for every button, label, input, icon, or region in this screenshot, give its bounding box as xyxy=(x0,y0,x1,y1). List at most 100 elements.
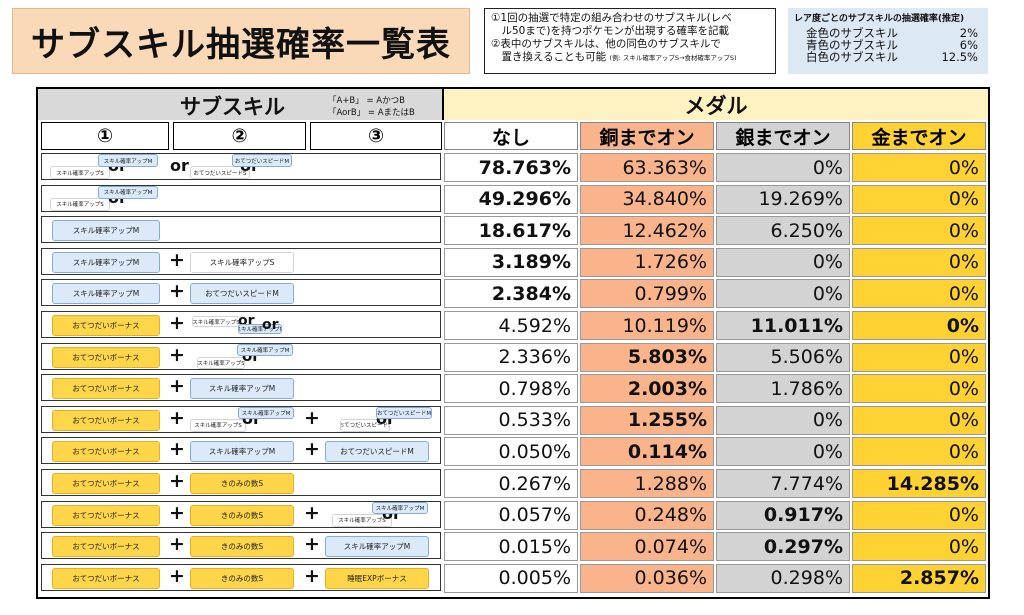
subskill-row: スキル確率アップM + スキル確率アップS xyxy=(41,247,441,275)
plus-operator: + xyxy=(304,564,320,587)
value-none: 2.336% xyxy=(444,342,578,372)
medal-header: メダル xyxy=(444,89,988,120)
subskill-chip: スキル確率アップM xyxy=(238,324,282,334)
value-none: 4.592% xyxy=(444,311,578,340)
rarity-row: 白色のサブスキル 12.5% xyxy=(806,50,978,64)
value-none: 78.763% xyxy=(444,153,578,182)
plus-operator: + xyxy=(169,564,185,587)
subskill-chip: おてつだいスピードM xyxy=(376,406,432,419)
medal-header-label: メダル xyxy=(684,93,748,118)
value-gold: 0% xyxy=(852,247,986,277)
subskill-chip: スキル確率アップS xyxy=(192,316,240,327)
value-bronze: 12.462% xyxy=(580,216,714,246)
value-gold: 0% xyxy=(852,405,986,435)
value-silver: 0% xyxy=(716,437,850,467)
medal-col-silver: 銀までオン xyxy=(716,122,850,150)
value-bronze: 0.074% xyxy=(580,532,714,562)
subskill-header-label: サブスキル xyxy=(180,95,285,119)
value-gold: 0% xyxy=(852,342,986,372)
value-silver: 6.250% xyxy=(716,216,850,246)
value-silver: 0% xyxy=(716,405,850,435)
subskill-chip: おてつだいボーナス xyxy=(52,378,160,400)
subskill-chip: スキル確率アップM xyxy=(52,283,160,305)
value-bronze: 2.003% xyxy=(580,374,714,404)
subskill-chip: スキル確率アップM xyxy=(238,406,294,419)
page-title: サブスキル抽選確率一覧表 xyxy=(31,24,451,65)
subskill-row: スキル確率アップM + おてつだいスピードM xyxy=(41,279,441,307)
rarity-row: 金色のサブスキル 2% xyxy=(806,26,978,40)
subskill-row: おてつだいボーナス + きのみの数S + 睡眠EXPボーナス xyxy=(41,563,441,591)
value-gold: 0% xyxy=(852,153,986,182)
col-header-2: ② xyxy=(173,122,306,150)
subskill-row: スキル確率アップSorスキル確率アップMorおてつだいスピードSorおてつだいス… xyxy=(41,153,441,180)
value-silver: 19.269% xyxy=(716,184,850,214)
plus-operator: + xyxy=(169,501,185,524)
value-bronze: 0.114% xyxy=(580,437,714,467)
subskill-chip: おてつだいボーナス xyxy=(52,504,160,526)
subskill-chip: スキル確率アップM xyxy=(372,501,428,514)
value-bronze: 1.726% xyxy=(580,247,714,277)
plus-operator: + xyxy=(169,312,185,334)
value-silver: 1.786% xyxy=(716,374,850,404)
value-bronze: 0.036% xyxy=(580,563,714,593)
subskill-chip: スキル確率アップS xyxy=(197,356,245,369)
plus-operator: + xyxy=(304,438,320,461)
title-banner: サブスキル抽選確率一覧表 xyxy=(12,8,470,74)
value-bronze: 0.799% xyxy=(580,279,714,309)
plus-operator: + xyxy=(304,406,320,429)
value-gold: 0% xyxy=(852,184,986,214)
value-bronze: 10.119% xyxy=(580,311,714,340)
plus-operator: + xyxy=(169,533,185,556)
medal-col-bronze: 銅までオン xyxy=(580,122,714,150)
or-operator: or xyxy=(170,156,189,175)
subskill-chip: おてつだいボーナス xyxy=(52,315,160,336)
subskill-chip: スキル確率アップS xyxy=(50,166,110,179)
subskill-chip: スキル確率アップM xyxy=(237,343,293,356)
value-gold: 0% xyxy=(852,279,986,309)
value-silver: 0% xyxy=(716,247,850,277)
medal-col-none: なし xyxy=(444,122,578,150)
value-silver: 0.297% xyxy=(716,532,850,562)
subskill-chip: スキル確率アップS xyxy=(190,418,246,432)
value-gold: 0% xyxy=(852,311,986,340)
value-silver: 0.298% xyxy=(716,563,850,593)
rarity-heading: レア度ごとのサブスキルの抽選確率(推定) xyxy=(794,14,965,24)
value-gold: 2.857% xyxy=(852,563,986,593)
value-none: 0.057% xyxy=(444,500,578,530)
value-silver: 5.506% xyxy=(716,342,850,372)
subskill-chip: スキル確率アップM xyxy=(190,378,294,400)
plus-operator: + xyxy=(169,248,185,271)
value-silver: 11.011% xyxy=(716,311,850,340)
plus-operator: + xyxy=(169,375,185,398)
subskill-chip: スキル確率アップM xyxy=(52,251,160,273)
probability-table: サブスキル 「A+B」 = AかつB 「AorB」 = AまたはB メダル ① … xyxy=(36,87,990,599)
subskill-chip: おてつだいスピードS xyxy=(340,418,390,432)
subskill-chip: スキル確率アップM xyxy=(190,441,294,463)
subskill-chip: おてつだいスピードS xyxy=(190,166,250,179)
medal-col-gold: 金までオン xyxy=(852,122,986,150)
subskill-chip: スキル確率アップM xyxy=(98,154,158,167)
col-header-1: ① xyxy=(41,122,169,150)
value-none: 0.267% xyxy=(444,469,578,498)
subskill-chip: おてつだいボーナス xyxy=(52,441,160,463)
value-silver: 0% xyxy=(716,153,850,182)
value-gold: 0% xyxy=(852,374,986,404)
value-none: 49.296% xyxy=(444,184,578,214)
subskill-chip: おてつだいボーナス xyxy=(52,536,160,558)
subskill-chip: スキル確率アップM xyxy=(98,185,158,199)
value-bronze: 34.840% xyxy=(580,184,714,214)
subskill-chip: きのみの数S xyxy=(190,567,294,589)
note-line: ル50まで)を持つポケモンが出現する確率を記載 xyxy=(491,25,729,37)
value-gold: 0% xyxy=(852,500,986,530)
subskill-row: おてつだいボーナス + スキル確率アップS or スキル確率アップM or xyxy=(41,311,441,338)
plus-operator: + xyxy=(169,280,185,303)
value-gold: 14.285% xyxy=(852,469,986,498)
value-bronze: 1.255% xyxy=(580,405,714,435)
subskill-header: サブスキル 「A+B」 = AかつB 「AorB」 = AまたはB xyxy=(38,89,444,120)
note-line: 置き換えることも可能 (例: スキル確率アップS→食材確率アップS) xyxy=(491,51,737,63)
rarity-row: 青色のサブスキル 6% xyxy=(806,38,978,52)
legend-or: 「AorB」 = AまたはB xyxy=(328,108,415,118)
subskill-chip: きのみの数S xyxy=(190,536,294,558)
